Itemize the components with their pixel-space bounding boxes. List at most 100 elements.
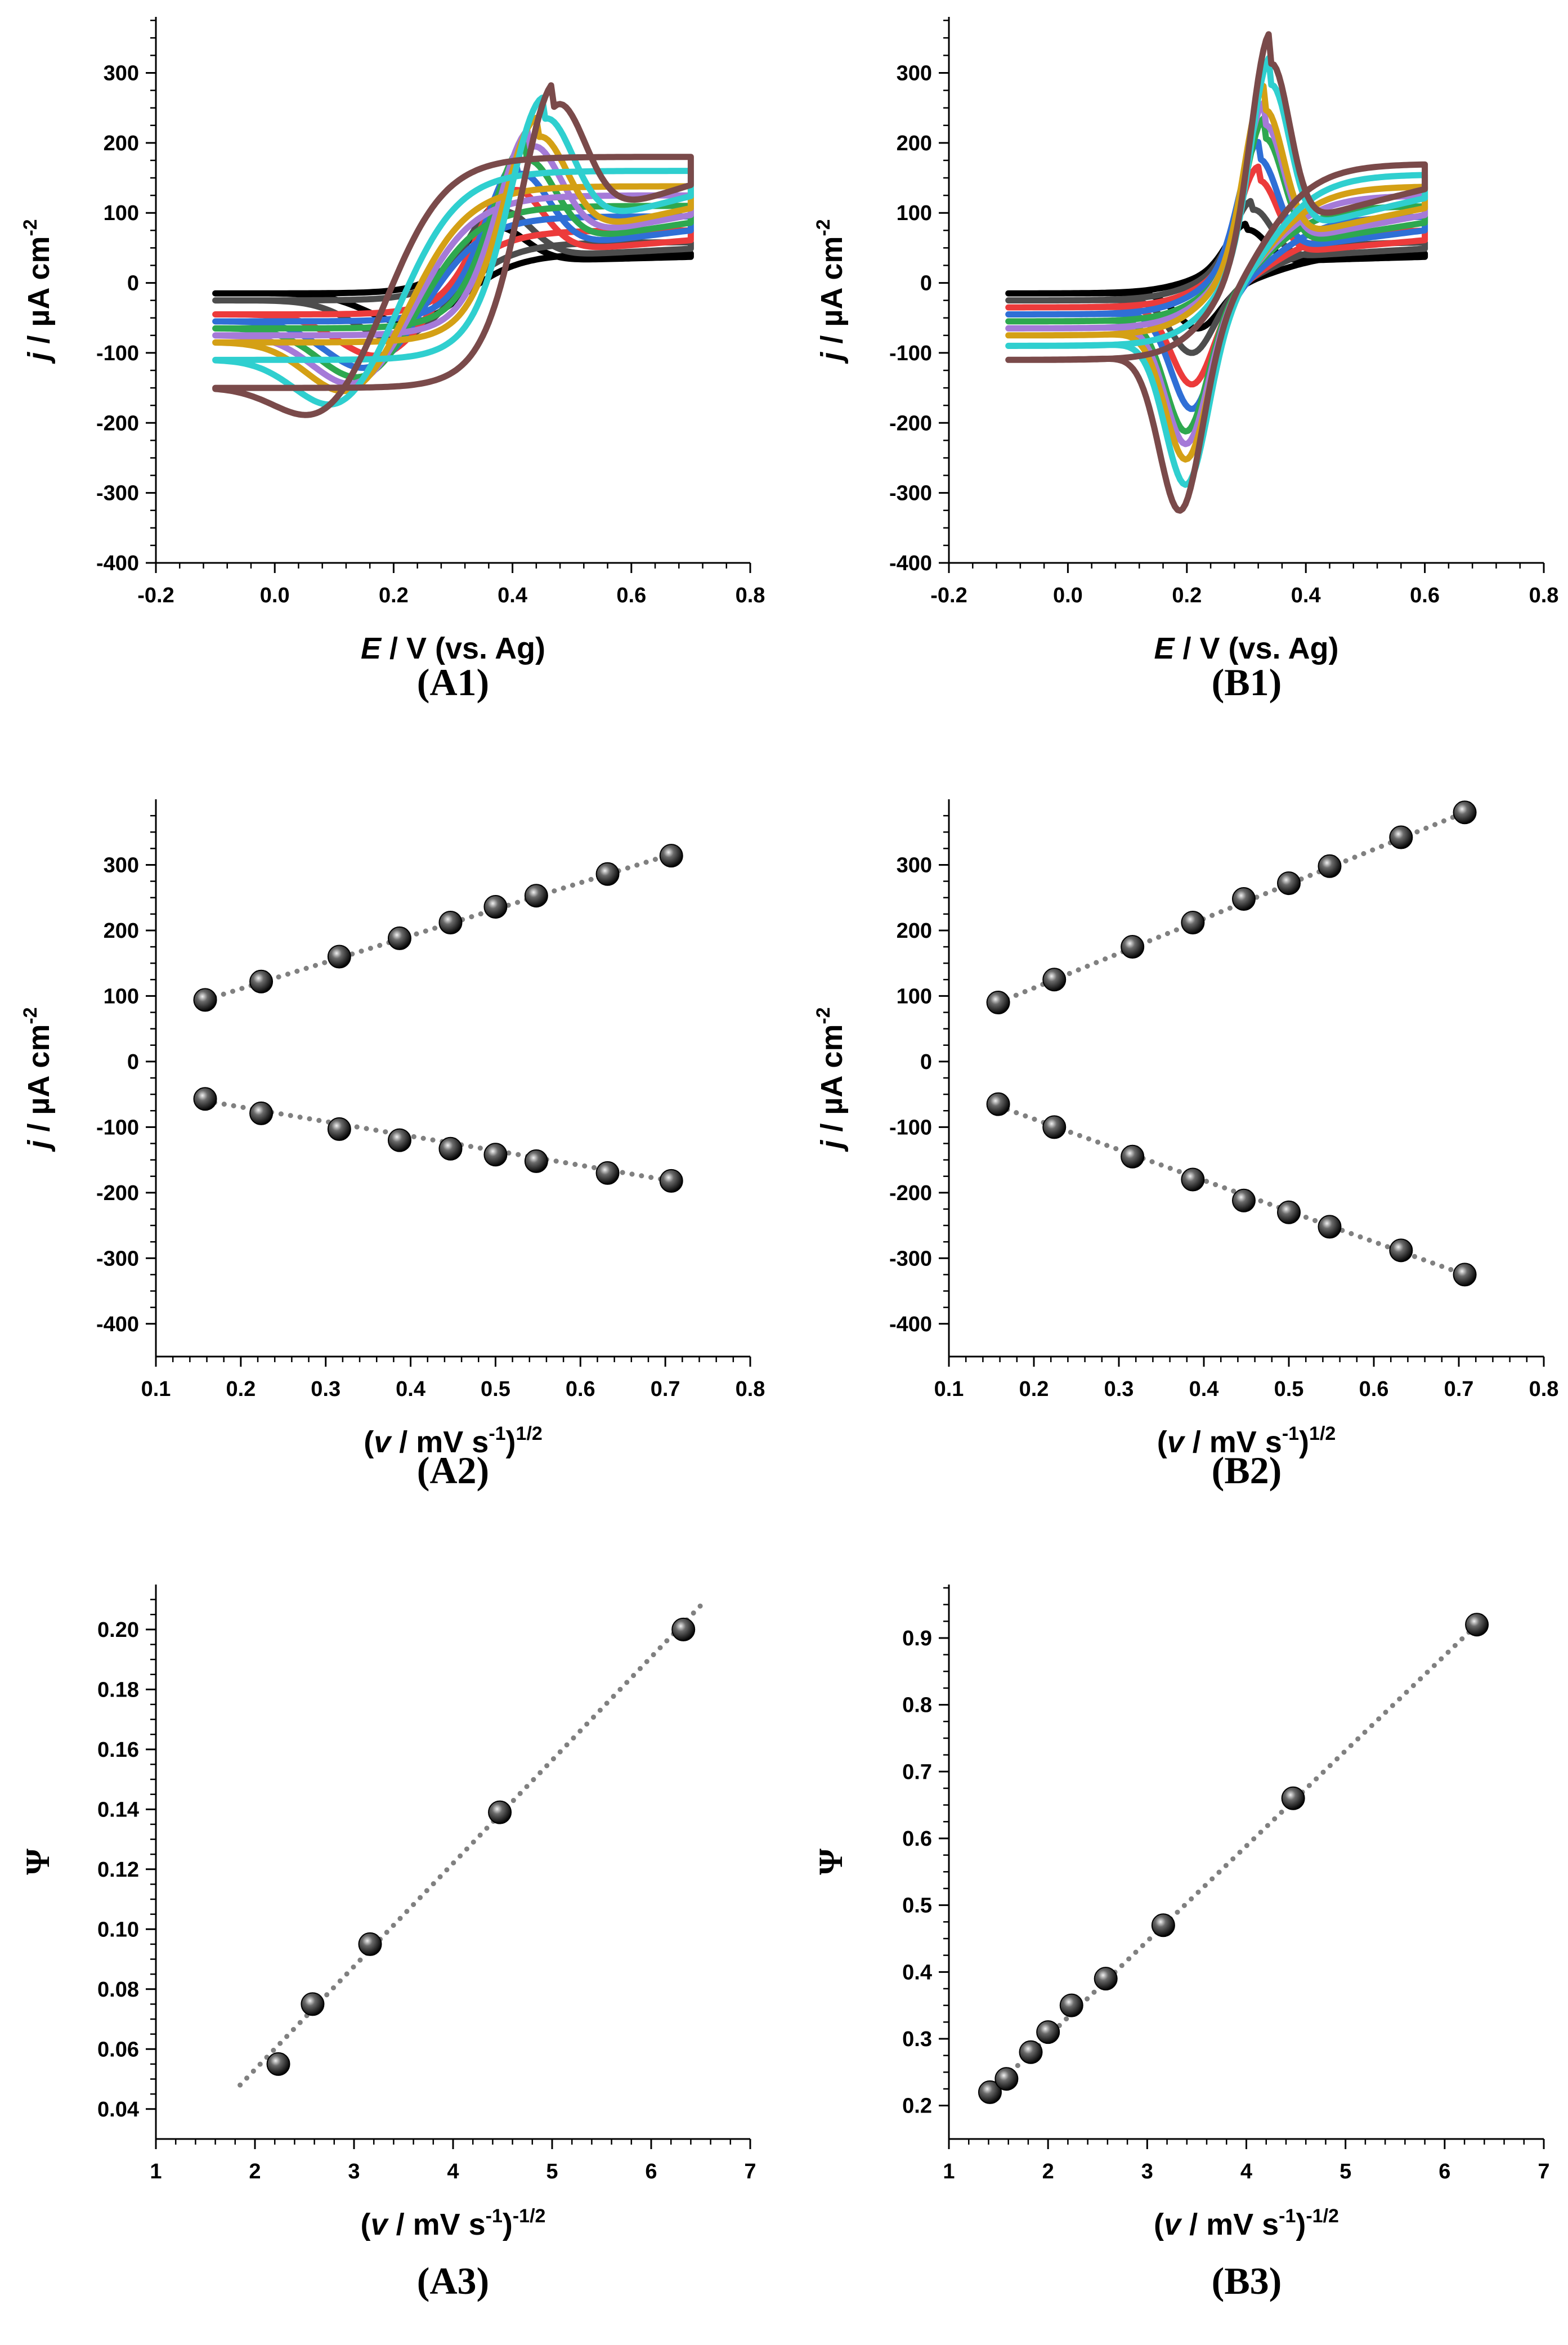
y-tick-label: -400 [889, 552, 932, 575]
data-point [1453, 800, 1477, 825]
y-tick-label: 0.04 [97, 2098, 139, 2122]
x-axis-title: E / V (vs. Ag) [361, 632, 545, 665]
x-axis-title-part: / V (vs. Ag) [381, 632, 545, 665]
y-axis-title-symbol: Ψ [812, 1849, 849, 1875]
y-tick-label: 0 [127, 1050, 139, 1074]
x-tick-label: 0.7 [651, 1377, 680, 1401]
y-tick-label: 200 [104, 919, 139, 943]
y-tick-label: 0.18 [97, 1678, 139, 1702]
data-point [438, 910, 463, 934]
data-point [671, 1617, 696, 1641]
data-point [1181, 1167, 1205, 1192]
y-tick-label: 0.7 [902, 1760, 932, 1784]
x-axis-title-superscript: -1 [486, 2205, 503, 2227]
y-tick-label: -300 [889, 1247, 932, 1270]
y-tick-label: -100 [96, 342, 139, 365]
chart-panel-a1: -0.2 0.0 0.2 0.4 0.6 0.8 -400 -300 -200 -100 0 100 2… [20, 17, 765, 704]
data-point [193, 1087, 217, 1111]
data-point [1059, 1993, 1083, 2017]
data-point [438, 1136, 463, 1161]
data-point [1281, 1786, 1305, 1810]
x-tick-label: 0.6 [566, 1377, 595, 1401]
fit-line [202, 1098, 674, 1184]
y-axis-title-symbol: Ψ [19, 1849, 56, 1875]
x-axis-title-superscript: -1 [1279, 2205, 1296, 2227]
fit-line [987, 1622, 1480, 2095]
data-point [1121, 1144, 1145, 1169]
y-tick-label: 200 [897, 919, 932, 943]
y-tick-label: -100 [889, 342, 932, 365]
data-point [483, 1143, 508, 1167]
y-tick-label: 100 [104, 202, 139, 225]
x-tick-label: 2 [1042, 2160, 1054, 2183]
cv-curve [212, 82, 694, 418]
y-tick-label: 0 [920, 1050, 932, 1074]
data-point [1453, 1263, 1477, 1287]
y-tick-label: 0.9 [902, 1627, 932, 1650]
x-tick-label: 0.2 [1019, 1377, 1049, 1401]
x-axis-title-symbol: v [371, 2208, 389, 2241]
x-tick-label: 3 [348, 2160, 360, 2183]
data-point [1042, 968, 1067, 992]
x-axis-title-symbol: v [1164, 2208, 1182, 2241]
x-axis-title-superscript: -1/2 [1306, 2205, 1339, 2227]
data-point [266, 2052, 290, 2076]
y-tick-label: 300 [104, 61, 139, 85]
x-tick-label: 0.0 [260, 584, 290, 607]
y-tick-label: 0.6 [902, 1827, 932, 1851]
data-point [994, 2067, 1019, 2091]
y-tick-label: 0.16 [97, 1738, 139, 1762]
y-tick-label: 0.2 [902, 2095, 932, 2118]
x-axis-title-symbol: v [1167, 1425, 1186, 1459]
data-point [986, 1092, 1010, 1116]
y-tick-label: 0 [127, 272, 139, 296]
y-tick-label: 100 [897, 984, 932, 1008]
data-point [1277, 1200, 1301, 1224]
chart-panel-a3: 1 2 3 4 5 6 7 0.04 0.06 0.08 0.10 0.12 0.14 0.16 0.18 0… [19, 1585, 756, 2302]
y-axis-title: Ψ [812, 1849, 849, 1875]
x-tick-label: 0.6 [1359, 1377, 1389, 1401]
y-axis-title-part: / µA cm [22, 236, 56, 352]
data-point [1231, 1188, 1256, 1212]
data-point [483, 895, 508, 919]
y-axis-title: j / µA cm-2 [20, 1007, 56, 1152]
chart-panel-b3: 1 2 3 4 5 6 7 0.2 0.3 0.4 0.5 0.6 0.7 0.8 0.9 (v / mV s… [812, 1585, 1550, 2302]
x-tick-label: 4 [1240, 2160, 1252, 2183]
fit-line [996, 809, 1468, 1005]
data-point [301, 1992, 325, 2016]
x-axis-title-part: / mV s [388, 2208, 486, 2241]
x-axis-title-symbol: v [374, 1425, 392, 1459]
data-point [595, 862, 620, 886]
data-point [249, 969, 274, 994]
y-axis-title-symbol: j [815, 352, 849, 364]
x-tick-label: 0.8 [1529, 584, 1559, 607]
y-tick-label: 300 [897, 853, 932, 877]
data-point [1121, 935, 1145, 959]
x-tick-label: 0.4 [1189, 1377, 1219, 1401]
data-point [659, 844, 683, 868]
data-point [387, 926, 411, 950]
y-axis-title-symbol: j [22, 1140, 56, 1152]
x-axis-title-symbol: E [1154, 632, 1175, 665]
x-axis-title: (v / mV s-1)1/2 [1157, 1423, 1336, 1459]
data-point [1036, 2020, 1060, 2044]
y-axis-title: Ψ [19, 1849, 56, 1875]
y-tick-label: 0.4 [902, 1961, 932, 1984]
data-point [1042, 1115, 1067, 1139]
data-point [1465, 1613, 1489, 1637]
y-tick-label: -300 [96, 1247, 139, 1270]
x-axis-title-superscript: -1 [1282, 1423, 1299, 1444]
data-point [986, 991, 1010, 1015]
y-tick-label: 0.20 [97, 1618, 139, 1642]
y-tick-label: 0 [920, 272, 932, 296]
y-tick-label: -100 [96, 1116, 139, 1139]
x-axis-title-part: ( [364, 1425, 374, 1459]
y-tick-label: 0.08 [97, 1978, 139, 2002]
panel-label: (B3) [1212, 2259, 1282, 2302]
y-axis-title-part: / µA cm [815, 1024, 849, 1140]
x-tick-label: 3 [1141, 2160, 1153, 2183]
panel-label: (B2) [1212, 1449, 1282, 1492]
y-tick-label: 200 [104, 132, 139, 155]
x-tick-label: 0.4 [396, 1377, 425, 1401]
x-axis-title-part: ( [361, 2208, 371, 2241]
